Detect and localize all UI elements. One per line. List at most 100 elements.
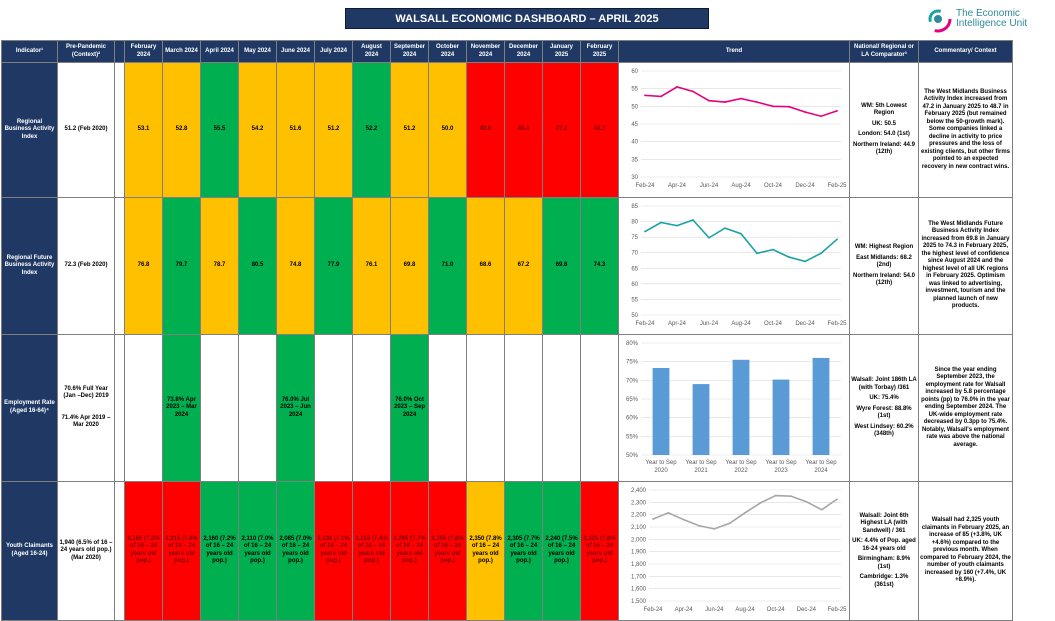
y-tick-label: 65% (626, 397, 639, 403)
comparator-line: UK: 4.4% of Pop. aged 16-24 years old (852, 538, 916, 552)
spacer-cell (114, 196, 125, 335)
spacer-cell (114, 62, 125, 198)
data-point (724, 101, 726, 103)
table-row: Regional Future Business Activity Index … (1, 196, 1013, 335)
data-point (682, 518, 685, 520)
month-cell: 47.2 (542, 62, 581, 198)
bar (692, 384, 710, 455)
comparator-line: WM: 5th Lowest Region (861, 102, 907, 117)
month-cell: 51.2 (390, 62, 429, 198)
bar (732, 359, 750, 455)
spacer-cell (114, 334, 125, 482)
indicator-label: Youth Claimants (Aged 16-24) (1, 480, 58, 621)
logo-line2: Intelligence Unit (956, 18, 1028, 29)
y-tick-label: 2,100 (631, 525, 647, 531)
y-tick-label: 45 (631, 122, 638, 128)
prepandemic-value: 1,940 (6.5% of 16 – 24 years old pop.) (… (57, 480, 115, 621)
month-cell: 2,160 (7.2% of 16 – 24 years old pop.) (200, 480, 239, 621)
month-cell: 54.2 (238, 62, 277, 198)
x-tick-label: Feb-24 (635, 183, 655, 189)
x-tick-label: 2024 (814, 468, 828, 474)
data-point (820, 115, 822, 118)
x-tick-label: Jun-24 (705, 607, 724, 613)
month-cell: 52.2 (352, 62, 391, 198)
prepandemic-value: 51.2 (Feb 2020) (57, 62, 115, 198)
indicator-label: Regional Future Business Activity Index (1, 196, 58, 335)
header-month: November 2024 (466, 40, 505, 63)
month-cell (314, 334, 353, 482)
x-tick-label: Feb-25 (827, 321, 847, 327)
month-cell: 52.8 (162, 62, 201, 198)
comparator-line: East Midlands: 68.2 (2nd) (856, 254, 912, 269)
y-tick-label: 80% (626, 341, 639, 347)
x-tick-label: 2020 (654, 468, 668, 474)
data-point (644, 230, 646, 232)
x-tick-label: Oct-24 (767, 607, 786, 613)
indicator-label: Regional Business Activity Index (1, 62, 58, 198)
y-tick-label: 2,400 (631, 488, 647, 494)
y-tick-label: 60 (631, 281, 638, 287)
commentary-text: Walsall had 2,325 youth claimants in Feb… (918, 480, 1013, 621)
data-point (692, 218, 694, 221)
table-row: Youth Claimants (Aged 16-24) 1,940 (6.5%… (1, 480, 1013, 621)
employment-rate-chart: 50% 55% 60% 65% 70% 75% 80% Year to Sep 2020 Year… (626, 341, 841, 474)
header-month: June 2024 (276, 40, 315, 63)
month-cell: 78.7 (200, 196, 239, 335)
logo-line1: The Economic (956, 8, 1020, 19)
logo-icon (924, 5, 952, 33)
y-tick-label: 50% (626, 453, 639, 459)
data-point (836, 237, 838, 240)
y-tick-label: 50 (631, 313, 638, 319)
month-cell: 77.9 (314, 196, 353, 335)
x-tick-label: Year to Sep (805, 460, 837, 466)
data-point (820, 508, 823, 511)
header-month: February 2024 (124, 40, 163, 63)
comparator-line: Birmingham: 8.9% (1st) (857, 556, 911, 570)
header-month: October 2024 (428, 40, 467, 63)
data-point (836, 110, 838, 112)
month-cell: 2,355 (7.8% of 16 – 24 years old pop.) (428, 480, 467, 621)
month-cell: 76.0% Oct 2023 – Sep 2024 (390, 334, 429, 482)
trend-chart-cell: 30 35 40 45 50 55 60 Feb-24 Apr-24 Jun-24 Aug-24 Oc… (618, 62, 850, 198)
month-cell: 73.8% Apr 2023 – Mar 2024 (162, 334, 201, 482)
x-tick-label: Aug-24 (735, 607, 755, 613)
y-tick-label: 50 (631, 104, 638, 110)
month-cell: 49.9 (466, 62, 505, 198)
header-national: National/ Regional or LA Comparator³ (849, 40, 919, 63)
y-tick-label: 1,900 (631, 549, 647, 555)
data-point (804, 111, 806, 113)
x-tick-label: Dec-24 (797, 607, 817, 613)
header-month: April 2024 (200, 40, 239, 63)
trend-chart-cell: 1,500 1,600 1,700 1,800 1,900 2,000 2,100 2,200… (618, 480, 850, 621)
indicator-label: Employment Rate (Aged 16-64)⁴ (1, 334, 58, 482)
data-point (698, 524, 700, 527)
national-comparator: WM: 5th Lowest Region UK: 50.5 London: 5… (849, 62, 919, 198)
month-cell: 69.8 (390, 196, 429, 335)
comparator-line: London: 54.0 (1st) (858, 131, 910, 138)
table-row: Regional Business Activity Index 51.2 (F… (1, 62, 1013, 198)
x-tick-label: Year to Sep (645, 460, 677, 466)
data-point (667, 511, 670, 514)
y-tick-label: 55 (631, 87, 638, 93)
prepandemic-value: 72.3 (Feb 2020) (57, 196, 115, 335)
business-activity-chart: 30 35 40 45 50 55 60 Feb-24 Apr-24 Jun-24 Aug-24 Oc… (631, 69, 847, 189)
y-tick-label: 1,700 (631, 574, 647, 580)
data-point (676, 224, 678, 227)
y-tick-label: 85 (631, 204, 638, 210)
month-cell: 2,215 (7.4% of 16 – 24 years old pop.) (352, 480, 391, 621)
y-tick-label: 35 (631, 157, 638, 163)
data-point (660, 221, 662, 223)
y-tick-label: 75% (626, 360, 639, 366)
trend-chart-cell: 50 55 60 65 70 75 80 85 Feb-24 Apr-24 Jun-24 Aug-24… (618, 196, 850, 335)
x-tick-label: Dec-24 (795, 321, 815, 327)
comparator-line: West Lindsey: 60.2% (348th) (854, 423, 914, 438)
month-cell: 2,350 (7.8% of 16 – 24 years old pop.) (466, 480, 505, 621)
month-cell: 76.0% Jul 2023 – Jun 2024 (276, 334, 315, 482)
header-trend: Trend (618, 40, 850, 63)
y-tick-label: 40 (631, 140, 638, 146)
x-tick-label: Oct-24 (764, 321, 783, 327)
y-tick-label: 75 (631, 235, 638, 241)
y-tick-label: 60% (626, 416, 639, 422)
month-cell (466, 334, 505, 482)
data-point (728, 521, 731, 524)
